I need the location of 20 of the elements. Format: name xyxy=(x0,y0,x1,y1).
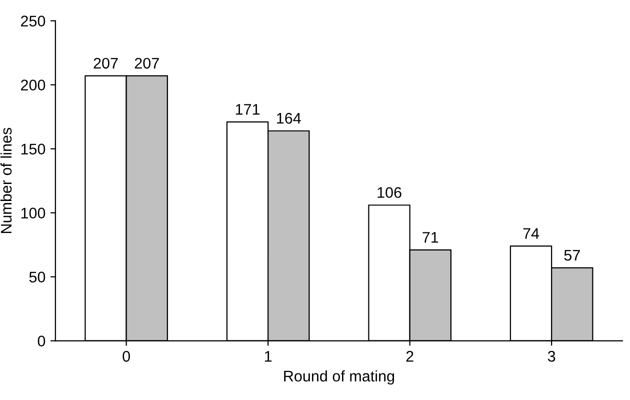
x-tick-label: 2 xyxy=(406,350,414,362)
y-tick-label: 250 xyxy=(21,16,46,26)
x-tick-label: 1 xyxy=(264,351,272,362)
y-tick-label: 50 xyxy=(29,272,46,282)
data-label: 207 xyxy=(94,58,118,69)
y-axis-title: Number of lines xyxy=(0,128,12,234)
y-tick-label: 0 xyxy=(38,336,46,346)
x-tick-label: 0 xyxy=(122,350,130,362)
data-label: 74 xyxy=(523,228,540,239)
data-label: 164 xyxy=(277,112,301,124)
data-label: 106 xyxy=(378,187,402,198)
y-tick-label: 200 xyxy=(21,80,46,90)
x-axis-title: Round of mating xyxy=(284,370,394,385)
y-tick-label: 150 xyxy=(21,144,46,154)
y-tick-label: 100 xyxy=(21,208,46,218)
data-label: 71 xyxy=(422,232,438,243)
data-label: 171 xyxy=(236,104,260,115)
data-label: 207 xyxy=(134,58,159,69)
x-tick-label: 3 xyxy=(548,350,556,362)
data-label: 57 xyxy=(564,250,580,261)
